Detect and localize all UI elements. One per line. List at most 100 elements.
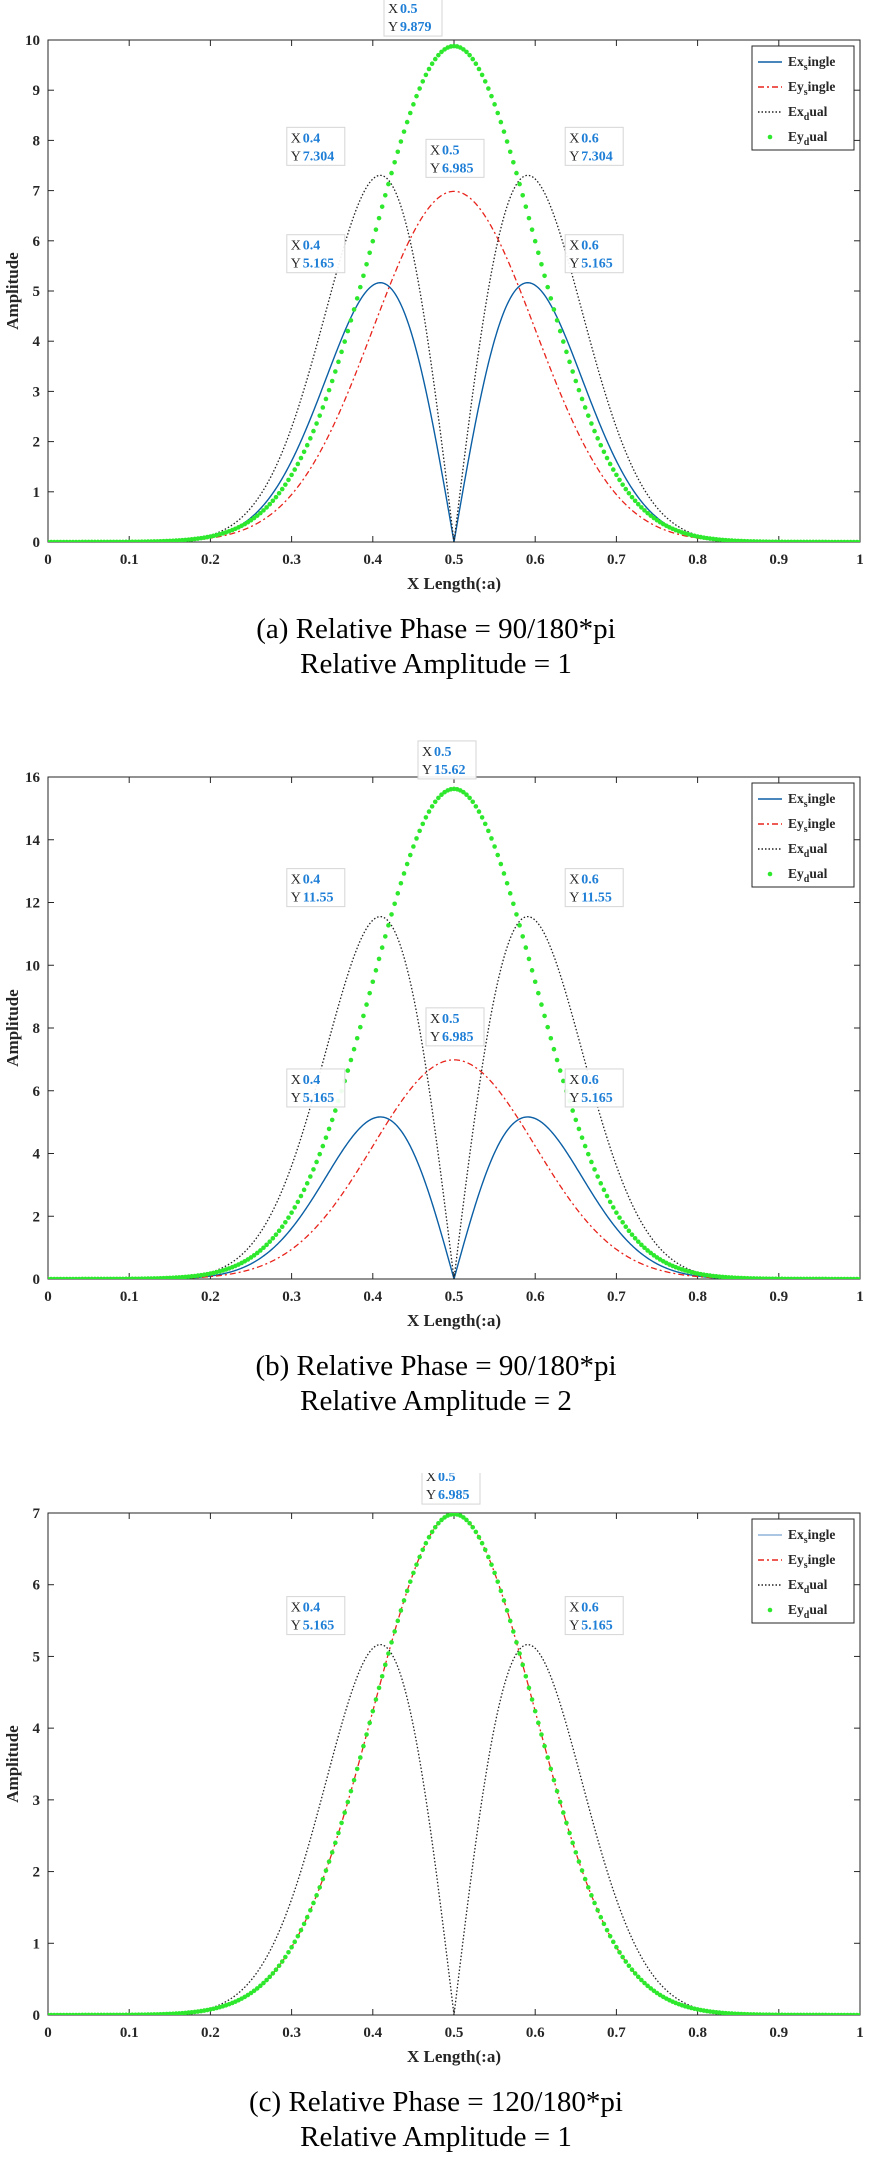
data-point bbox=[582, 405, 588, 410]
x-tick-label: 0.7 bbox=[607, 2025, 626, 2041]
data-point bbox=[492, 1570, 497, 1576]
data-point bbox=[301, 449, 307, 455]
data-point bbox=[258, 1983, 263, 1989]
data-point bbox=[495, 852, 501, 858]
data-point bbox=[607, 1199, 613, 1205]
data-point bbox=[645, 1983, 650, 1989]
datatip-x-label: X bbox=[291, 1073, 301, 1088]
data-point bbox=[551, 1046, 557, 1052]
data-point bbox=[570, 1108, 575, 1113]
data-point bbox=[545, 1755, 550, 1760]
data-point bbox=[626, 1963, 632, 1969]
data-point bbox=[607, 461, 613, 467]
data-point bbox=[536, 250, 541, 256]
data-point bbox=[367, 990, 372, 996]
y-tick-label: 0 bbox=[33, 2008, 41, 2024]
series-ex-dual-line bbox=[48, 1643, 860, 2015]
data-point bbox=[292, 467, 298, 472]
data-point bbox=[470, 56, 476, 62]
data-point bbox=[326, 1859, 332, 1864]
data-point bbox=[320, 405, 326, 410]
legend-box bbox=[751, 45, 855, 151]
data-point bbox=[629, 494, 635, 500]
data-point bbox=[254, 513, 260, 518]
x-tick-label: 1 bbox=[856, 1289, 864, 1305]
data-point bbox=[389, 912, 394, 917]
datatip-x-value: 0.6 bbox=[581, 1601, 599, 1616]
x-tick-label: 0 bbox=[44, 2025, 52, 2041]
data-point bbox=[386, 181, 391, 187]
data-point bbox=[289, 1210, 294, 1215]
data-point bbox=[595, 1907, 600, 1913]
datatip-y-value: 15.62 bbox=[434, 763, 466, 778]
x-tick-label: 0.4 bbox=[363, 552, 382, 568]
data-point bbox=[464, 49, 469, 55]
data-point bbox=[386, 1651, 391, 1656]
data-point bbox=[426, 1534, 432, 1540]
data-point bbox=[498, 119, 504, 125]
data-point bbox=[295, 1933, 301, 1939]
data-point bbox=[592, 1900, 597, 1906]
data-point bbox=[598, 442, 604, 448]
legend-marker bbox=[767, 1607, 773, 1613]
data-point bbox=[564, 1820, 569, 1826]
data-point bbox=[326, 387, 332, 393]
data-point bbox=[557, 1068, 563, 1073]
data-point bbox=[464, 1517, 469, 1523]
data-point bbox=[426, 809, 432, 814]
data-point bbox=[417, 86, 422, 91]
data-point bbox=[317, 1885, 323, 1890]
datatip-x-value: 0.4 bbox=[303, 1601, 321, 1616]
data-point bbox=[382, 1662, 388, 1668]
data-point bbox=[392, 159, 397, 165]
data-point bbox=[526, 215, 532, 221]
data-point bbox=[283, 1954, 288, 1960]
data-point bbox=[620, 482, 625, 487]
data-point bbox=[426, 66, 432, 72]
data-point bbox=[464, 792, 469, 797]
data-point bbox=[614, 1210, 619, 1215]
data-point bbox=[601, 449, 607, 455]
data-point bbox=[414, 836, 419, 841]
data-point bbox=[279, 486, 285, 492]
data-point bbox=[523, 945, 529, 950]
data-point bbox=[507, 1618, 513, 1624]
data-point bbox=[542, 1013, 547, 1019]
data-point bbox=[635, 501, 641, 507]
data-point bbox=[404, 119, 410, 125]
data-point bbox=[489, 93, 494, 99]
y-tick-label: 6 bbox=[33, 1084, 41, 1100]
datatip-y-value: 5.165 bbox=[303, 1091, 335, 1106]
x-tick-label: 0.5 bbox=[445, 2025, 464, 2041]
x-tick-label: 0.2 bbox=[201, 552, 220, 568]
data-point bbox=[495, 110, 501, 116]
data-point bbox=[354, 1766, 360, 1772]
datatip-y-value: 7.304 bbox=[303, 149, 335, 164]
data-point bbox=[539, 261, 544, 267]
data-point bbox=[479, 1540, 485, 1546]
x-tick-label: 0.8 bbox=[688, 552, 707, 568]
data-point bbox=[557, 328, 563, 334]
y-tick-label: 4 bbox=[33, 1721, 41, 1737]
data-point bbox=[573, 1850, 579, 1855]
datatip-y-label: Y bbox=[430, 161, 440, 176]
data-point bbox=[398, 1608, 404, 1613]
data-point bbox=[489, 836, 494, 841]
datatip-y-value: 6.985 bbox=[438, 1488, 470, 1503]
data-point bbox=[529, 1697, 535, 1702]
data-point bbox=[576, 387, 582, 393]
datatip-y-value: 11.55 bbox=[581, 891, 612, 906]
data-point bbox=[273, 1967, 279, 1972]
legend-label: Exdual bbox=[788, 841, 828, 860]
data-point bbox=[567, 359, 572, 365]
caption-b-line-2: Relative Amplitude = 2 bbox=[300, 1385, 572, 1417]
legend-item-ex-single: Exsingle bbox=[758, 54, 835, 73]
data-point bbox=[329, 1117, 335, 1123]
data-point bbox=[333, 1840, 338, 1846]
data-point bbox=[648, 513, 654, 518]
data-point bbox=[348, 318, 354, 323]
data-point bbox=[304, 442, 310, 448]
data-point bbox=[532, 979, 538, 985]
data-point bbox=[345, 1799, 351, 1805]
datatip-x-label: X bbox=[388, 2, 398, 17]
